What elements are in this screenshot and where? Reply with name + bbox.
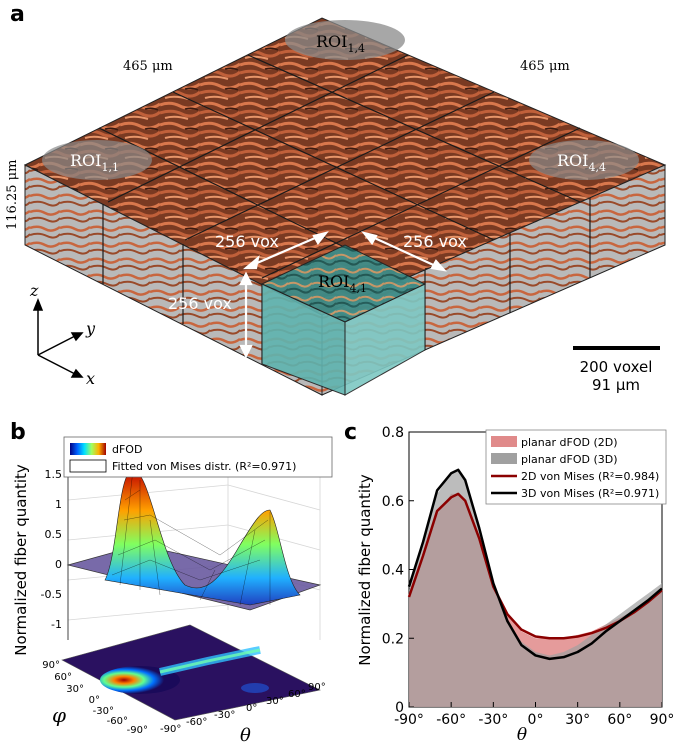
legend-c-label-4: 3D von Mises (R²=0.971) [521, 487, 659, 500]
svg-text:ROI1,4: ROI1,4 [316, 32, 365, 55]
y-tick-label-3: 0.6 [382, 494, 404, 510]
y-tick-label-1: 0.2 [382, 631, 404, 647]
scale-label-um: 91 μm [592, 376, 640, 394]
svg-text:ROI1,1: ROI1,1 [70, 151, 119, 174]
axis-x-label: x [86, 369, 95, 388]
panel-b-letter: b [10, 420, 26, 445]
x-tick-label-3: 0° [528, 712, 544, 728]
vox-label-right: 256 vox [403, 232, 467, 251]
axis-z-label: z [29, 281, 39, 300]
vox-label-left: 256 vox [215, 232, 279, 251]
svg-text:ROI4,4: ROI4,4 [557, 151, 606, 174]
roi-11-sub: 1,1 [101, 161, 119, 174]
x-tick-label-4: 30° [565, 712, 590, 728]
roi-14-sub: 1,4 [347, 42, 365, 55]
roi-44-sub: 4,4 [588, 161, 606, 174]
roi-14-label: ROI [316, 32, 347, 51]
coord-axes [32, 297, 84, 378]
vox-arrows [239, 231, 447, 359]
y-tick-label-0: 0 [395, 700, 404, 716]
x-tick-label-0: -90° [394, 712, 424, 728]
panel-c-letter: c [344, 420, 358, 445]
roi-44-label: ROI [557, 151, 588, 170]
x-tick-label-6: 90° [650, 712, 675, 728]
vox-label-vertical: 256 vox [168, 294, 232, 313]
width-label-right: 465 μm [520, 59, 570, 74]
panel-c-xlabel: θ [517, 725, 527, 745]
roi-41-right [344, 283, 426, 396]
x-tick-label-1: -60° [436, 712, 466, 728]
roi-41-label: ROI [318, 272, 349, 291]
x-tick-label-5: 60° [607, 712, 632, 728]
legend-c-swatch-1 [491, 436, 517, 447]
panel-a-figure: ROI1,4 ROI1,1 ROI4,4 ROI4,1 465 μm 465 μ… [5, 17, 667, 396]
legend-c-swatch-2 [491, 453, 517, 464]
width-label-left: 465 μm [123, 59, 173, 74]
roi-11-label: ROI [70, 151, 101, 170]
axis-y-label: y [85, 319, 96, 338]
legend-c-label-1: planar dFOD (2D) [521, 436, 618, 449]
line-series-4 [407, 468, 663, 661]
y-tick-label-2: 0.4 [382, 563, 404, 579]
y-tick-label-4: 0.8 [382, 425, 404, 441]
x-tick-label-2: -30° [478, 712, 508, 728]
svg-text:ROI4,1: ROI4,1 [318, 272, 367, 295]
height-label: 116.25 μm [5, 160, 20, 230]
legend-c-label-2: planar dFOD (3D) [521, 453, 618, 466]
scale-label-voxel: 200 voxel [580, 358, 653, 376]
area-series-2 [409, 469, 662, 707]
panel-c-ylabel: Normalized fiber quantity [356, 474, 374, 666]
legend-c-label-3: 2D von Mises (R²=0.984) [521, 470, 659, 483]
panel-a-letter: a [10, 2, 25, 27]
roi-41-sub: 4,1 [349, 282, 367, 295]
